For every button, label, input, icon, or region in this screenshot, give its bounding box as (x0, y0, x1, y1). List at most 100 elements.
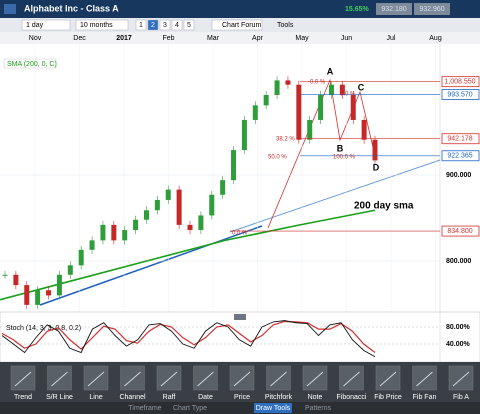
sma-note: 200 day sma (354, 201, 414, 212)
month-label: Jul (387, 35, 396, 42)
forum-button[interactable] (211, 19, 263, 31)
pattern-point: D (373, 162, 380, 172)
month-axis (0, 32, 480, 44)
range-select[interactable] (75, 19, 129, 31)
tool-glyph (452, 371, 470, 387)
tool-icon[interactable] (193, 365, 218, 391)
tool-icon[interactable] (448, 365, 474, 391)
tool-label: Raff (163, 394, 176, 401)
menu-icon[interactable] (4, 4, 16, 14)
candle-body (296, 84, 302, 140)
candle-body (100, 224, 106, 241)
tool-icon[interactable] (229, 365, 255, 391)
stoch-panel (0, 311, 480, 363)
fib-label: 38.2 % (276, 137, 295, 143)
layout-button[interactable] (171, 19, 183, 31)
tool-label: Price (234, 394, 250, 401)
candle-body (133, 219, 139, 231)
tool-glyph (124, 371, 141, 387)
interval-select[interactable] (21, 19, 71, 31)
month-label: Nov (29, 35, 42, 42)
tool-label: S/R Line (46, 394, 73, 401)
tool-label: Channel (119, 394, 146, 401)
trend-line (229, 159, 441, 233)
layout-button[interactable] (183, 19, 195, 31)
tool-glyph (306, 371, 324, 387)
tool-icon[interactable] (339, 365, 364, 391)
candle-body (350, 95, 356, 120)
stoch-d (1, 320, 376, 353)
month-label: Jun (341, 35, 352, 42)
candle-body (241, 119, 247, 151)
layout-label: 4 (175, 22, 179, 29)
tool-icon[interactable] (83, 365, 109, 391)
pattern-point: C (358, 82, 365, 92)
panel-handle[interactable] (234, 314, 246, 320)
tools-menu[interactable]: Tools (277, 22, 294, 29)
price-tag-label: 1,008.550 (444, 78, 475, 85)
tool-label: Trend (14, 394, 32, 401)
candle-body (372, 139, 378, 161)
header-bar (0, 0, 480, 18)
tool-label: Line (89, 394, 102, 401)
fib-label: 0.0 % (310, 80, 326, 86)
price-tag-label: 922.365 (447, 153, 472, 160)
tab[interactable]: Draw Tools (256, 405, 291, 412)
tool-label: Fib Price (374, 394, 402, 401)
price-tag (441, 150, 480, 162)
tool-icon[interactable] (10, 365, 36, 391)
trend-line (39, 225, 263, 306)
tab[interactable]: Timeframe (128, 405, 161, 412)
price-tag (441, 133, 480, 145)
candle-body (231, 150, 237, 181)
tool-glyph (197, 371, 214, 387)
candle-body (24, 285, 30, 305)
month-label: Aug (429, 35, 442, 42)
tab-strip (0, 402, 480, 414)
month-label: Mar (207, 35, 220, 42)
range: 10 months (80, 22, 113, 29)
tool-icon[interactable] (120, 365, 145, 391)
tool-icon[interactable] (266, 365, 291, 391)
tool-glyph (416, 371, 433, 387)
layout-button[interactable] (135, 19, 147, 31)
tool-icon[interactable] (47, 365, 72, 391)
candle-body (154, 199, 160, 211)
sma-legend: SMA (200, 0, C) (7, 61, 57, 68)
candle-body (339, 84, 345, 96)
candle-body (111, 224, 117, 241)
tab-active[interactable] (254, 403, 292, 413)
y-tick-label: 40.00% (446, 341, 471, 348)
layout-button[interactable] (159, 19, 171, 31)
price-tag-label: 942.178 (447, 136, 472, 143)
tool-glyph (379, 371, 397, 387)
title: Alphabet Inc - Class A (24, 3, 119, 13)
pattern-point: B (337, 143, 344, 153)
candle-body (274, 80, 280, 96)
price-tag (441, 76, 480, 88)
candle-body (78, 249, 84, 266)
sma-line (0, 209, 376, 301)
tab[interactable]: Patterns (305, 405, 332, 412)
tool-icon[interactable] (375, 365, 401, 391)
tab[interactable]: Chart Type (173, 405, 207, 412)
tool-icon[interactable] (412, 365, 437, 391)
candle-body (307, 119, 313, 140)
tool-label: Note (308, 394, 323, 401)
candle-body (328, 84, 334, 96)
candle-body (361, 119, 367, 140)
candle-body (165, 189, 171, 200)
tool-icon[interactable] (302, 365, 328, 391)
tool-icon[interactable] (156, 365, 182, 391)
month-label: Dec (73, 35, 86, 42)
layout-button[interactable] (147, 19, 159, 31)
candle-body (285, 80, 291, 85)
tool-label: Pitchfork (265, 394, 293, 401)
tool-glyph (87, 371, 105, 387)
candle-body (2, 274, 8, 276)
candle-body (122, 230, 128, 241)
interval: 1 day (26, 22, 44, 29)
tool-glyph (270, 371, 287, 387)
y-tick-label: 800.000 (446, 258, 471, 265)
